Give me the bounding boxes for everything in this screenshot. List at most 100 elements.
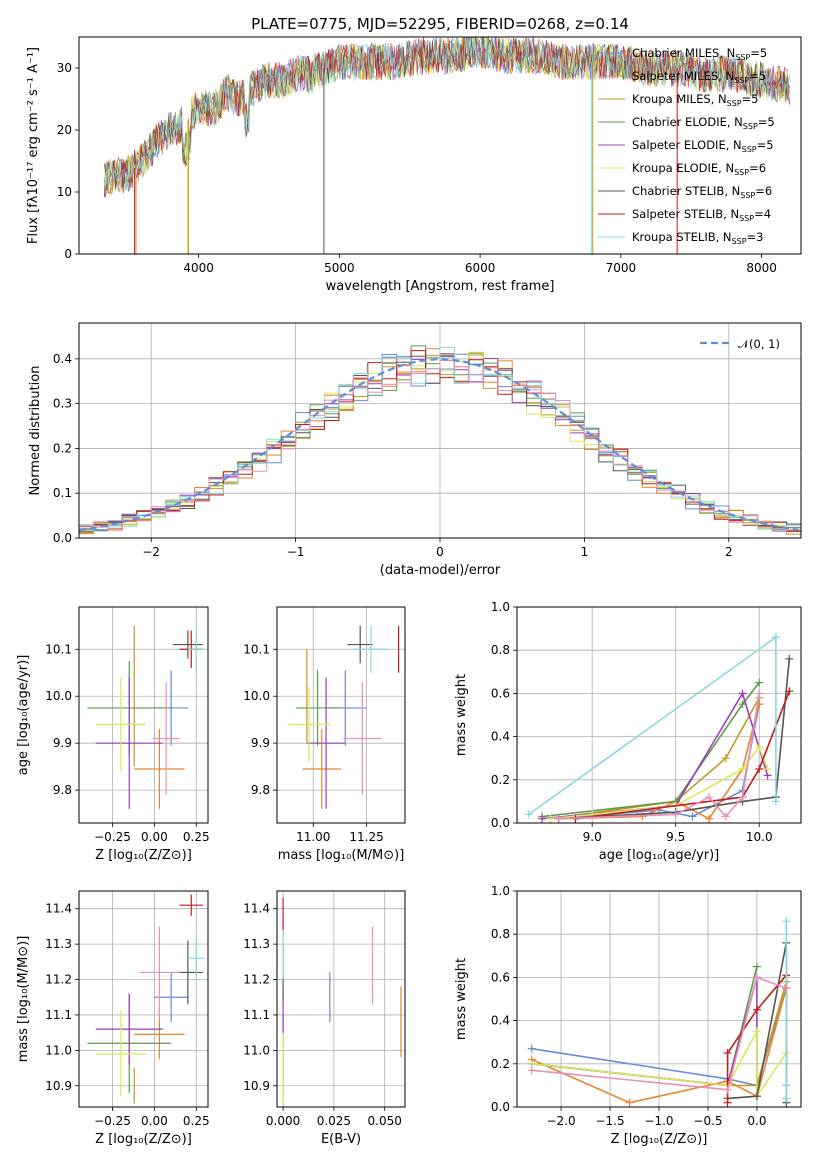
weight-vs-Z-ytick-label: 0.0 <box>491 1100 510 1114</box>
spectrum-xlabel: wavelength [Angstrom, rest frame] <box>326 279 555 294</box>
mass-vs-Z-plot <box>87 894 205 1104</box>
age-vs-Z-xtick-label: 0.00 <box>141 830 168 844</box>
weight-vs-Z-frame <box>516 890 802 1108</box>
weight-vs-Z-xtick-label: −0.5 <box>693 1114 722 1128</box>
residuals-xtick-label: −1 <box>287 545 305 559</box>
gaussian-curve <box>79 358 799 532</box>
weight-vs-age-grid <box>517 606 801 824</box>
weight-line-km <box>550 697 760 820</box>
age-vs-mass-ytick-label: 9.8 <box>251 783 270 797</box>
mass-vs-Z-ytick-label: 10.9 <box>45 1079 72 1093</box>
mass-vs-ebv-ytick-label: 11.2 <box>243 973 270 987</box>
mass-vs-ebv-xtick-label: 0.050 <box>368 1114 402 1128</box>
mass-vs-Z-ytick-label: 11.3 <box>45 937 72 951</box>
mass-vs-Z-xtick-label: 0.00 <box>141 1114 168 1128</box>
legend-entry: Kroupa STELIB, NSSP=3 <box>632 230 763 246</box>
weight-vs-Z-ytick-label: 0.6 <box>491 970 510 984</box>
mass-vs-ebv-xtick-label: 0.025 <box>317 1114 351 1128</box>
spectrum-xtick-label: 6000 <box>465 261 496 275</box>
weight-vs-Z-ytick-label: 1.0 <box>491 884 510 898</box>
age-vs-mass-ytick-label: 10.0 <box>243 689 270 703</box>
legend-entry: Salpeter MILES, NSSP=5 <box>632 69 766 85</box>
age-vs-mass-grid <box>277 607 405 823</box>
mass-vs-ebv-ytick-label: 11.3 <box>243 937 270 951</box>
weight-vs-age-xtick-label: 9.0 <box>583 830 602 844</box>
legend-entry: Salpeter STELIB, NSSP=4 <box>632 207 771 223</box>
weight-line-ks <box>528 635 777 816</box>
mass-vs-ebv-plot <box>282 898 402 1104</box>
spectrum-frame <box>78 36 802 255</box>
age-vs-mass-plot <box>287 625 400 809</box>
weight-vs-Z-xtick-label: 0.0 <box>747 1114 766 1128</box>
weight-vs-Z-xtick-label: −2.0 <box>546 1114 575 1128</box>
age-vs-mass-ytick-label: 9.9 <box>251 736 270 750</box>
age-vs-Z-xtick-label: −0.25 <box>94 830 131 844</box>
residuals-xlabel: (data-model)/error <box>380 563 501 578</box>
mass-vs-ebv-ytick-label: 10.9 <box>243 1079 270 1093</box>
weight-vs-age-ytick-label: 0.6 <box>491 686 510 700</box>
age-vs-mass-ytick-label: 10.1 <box>243 642 270 656</box>
spectrum-ytick-label: 20 <box>57 123 72 137</box>
age-vs-mass-frame <box>276 606 406 824</box>
weight-line-pink <box>558 693 760 820</box>
weight-line-cm <box>531 987 788 1087</box>
legend-entry: Chabrier STELIB, NSSP=6 <box>632 184 772 200</box>
residuals-ytick-label: 0.2 <box>53 441 72 455</box>
mass-vs-Z-ytick-label: 11.1 <box>45 1008 72 1022</box>
age-vs-mass-xtick-label: 11.25 <box>349 830 383 844</box>
mass-vs-Z-ytick-label: 11.4 <box>45 902 72 916</box>
age-vs-Z-grid <box>79 607 208 823</box>
residuals-xtick-label: 1 <box>581 545 589 559</box>
weight-vs-Z-ylabel: mass weight <box>454 958 469 1040</box>
mass-vs-Z-xlabel: Z [log₁₀(Z/Z⊙)] <box>95 1132 192 1147</box>
weight-line-ke <box>550 745 769 820</box>
weight-line-cs <box>558 658 791 820</box>
weight-vs-age-xtick-label: 10.0 <box>746 830 773 844</box>
gauss-legend-label: 𝒩(0, 1) <box>738 337 780 351</box>
age-vs-Z-ytick-label: 9.9 <box>53 736 72 750</box>
weight-vs-Z-plot <box>527 917 791 1107</box>
weight-vs-Z-grid <box>517 890 801 1108</box>
weight-vs-age-ytick-label: 0.2 <box>491 773 510 787</box>
spectrum-ytick-label: 30 <box>57 61 72 75</box>
spectrum-legend: Chabrier MILES, NSSP=5 Salpeter MILES, NS… <box>598 46 775 246</box>
age-vs-mass-xtick-label: 11.00 <box>296 830 330 844</box>
mass-vs-Z-xtick-label: −0.25 <box>94 1114 131 1128</box>
mass-vs-Z-xtick-label: 0.25 <box>183 1114 210 1128</box>
legend-entry: Chabrier ELODIE, NSSP=5 <box>632 115 775 131</box>
residuals-plot <box>79 345 801 535</box>
residuals-ylabel: Normed distribution <box>28 366 43 496</box>
residuals-xtick-label: −2 <box>142 545 160 559</box>
weight-vs-Z-ytick-label: 0.4 <box>491 1014 510 1028</box>
spectrum-xtick-label: 7000 <box>606 261 637 275</box>
mass-vs-ebv-ytick-label: 11.0 <box>243 1043 270 1057</box>
weight-vs-age-ylabel: mass weight <box>454 674 469 756</box>
legend-entry: Kroupa ELODIE, NSSP=6 <box>632 161 766 177</box>
weight-vs-Z-ytick-label: 0.2 <box>491 1057 510 1071</box>
weight-vs-age-ytick-label: 1.0 <box>491 600 510 614</box>
mass-vs-Z-grid <box>79 891 208 1107</box>
spectrum-plot <box>103 37 790 254</box>
spectrum-ytick-label: 0 <box>64 247 72 261</box>
residuals-ytick-label: 0.3 <box>53 397 72 411</box>
weight-vs-age-xtick-label: 9.5 <box>666 830 685 844</box>
mass-vs-ebv-xtick-label: 0.000 <box>266 1114 300 1128</box>
figure-title: PLATE=0775, MJD=52295, FIBERID=0268, z=0… <box>251 15 629 33</box>
spectrum-ylabel: Flux [fλ10⁻¹⁷ erg cm⁻² s⁻¹ A⁻¹] <box>26 47 41 244</box>
weight-line-pink <box>531 976 787 1091</box>
weight-vs-Z-xtick-label: −1.5 <box>595 1114 624 1128</box>
weight-line-se <box>542 691 769 820</box>
age-vs-Z-xlabel: Z [log₁₀(Z/Z⊙)] <box>95 848 192 863</box>
legend-entry: Kroupa MILES, NSSP=5 <box>632 92 758 108</box>
age-vs-mass-xlabel: mass [log₁₀(M/M⊙)] <box>278 848 405 863</box>
age-vs-Z-ytick-label: 10.0 <box>45 689 72 703</box>
age-vs-Z-xtick-label: 0.25 <box>183 830 210 844</box>
residual-hist-ks <box>79 346 801 532</box>
weight-vs-age-ytick-label: 0.0 <box>491 816 510 830</box>
residual-hist-ss <box>79 350 801 532</box>
weight-vs-age-xlabel: age [log₁₀(age/yr)] <box>599 848 720 863</box>
spectrum-xtick-label: 4000 <box>183 261 214 275</box>
residuals-xtick-label: 0 <box>436 545 444 559</box>
weight-vs-Z-xtick-label: −1.0 <box>644 1114 673 1128</box>
